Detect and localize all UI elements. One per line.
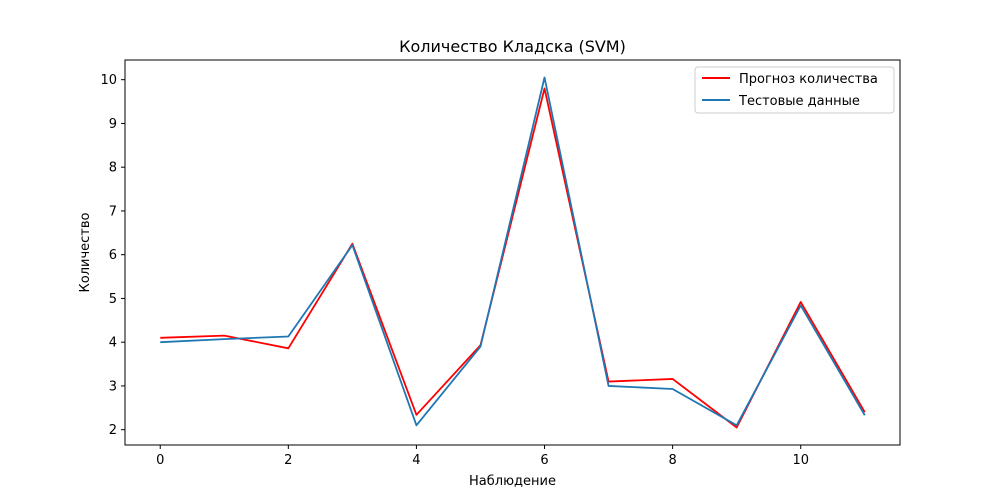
y-axis: 2 3 4 5 6 7 8 9 10 (100, 73, 125, 438)
y-tick-label: 6 (109, 248, 117, 263)
x-axis: 0 2 4 6 8 10 (156, 445, 809, 468)
y-tick-label: 8 (109, 161, 117, 176)
y-tick-label: 5 (109, 292, 117, 307)
legend-box (694, 66, 895, 114)
legend-label-test-data: Тестовые данные (738, 94, 860, 109)
plot-frame (124, 59, 901, 446)
y-tick-label: 4 (109, 336, 117, 351)
y-tick-label: 10 (100, 73, 117, 88)
legend: Прогноз количества Тестовые данные (694, 66, 895, 114)
x-tick-label: 0 (156, 453, 164, 468)
x-tick-label: 6 (540, 453, 548, 468)
chart-title: Количество Кладска (SVM) (399, 37, 626, 56)
x-tick-label: 8 (668, 453, 676, 468)
y-tick-label: 3 (109, 379, 117, 394)
y-tick-label: 9 (109, 117, 117, 132)
y-tick-label: 2 (109, 423, 117, 438)
series-line-test-data (160, 76, 866, 427)
x-axis-label: Наблюдение (469, 474, 556, 489)
series-layer (160, 76, 866, 429)
legend-label-forecast: Прогноз количества (739, 72, 878, 87)
x-tick-label: 2 (284, 453, 292, 468)
plot-area (125, 60, 900, 445)
x-tick-label: 4 (412, 453, 420, 468)
x-tick-label: 10 (792, 453, 809, 468)
y-axis-label: Количество (78, 212, 93, 292)
y-tick-label: 7 (109, 204, 117, 219)
